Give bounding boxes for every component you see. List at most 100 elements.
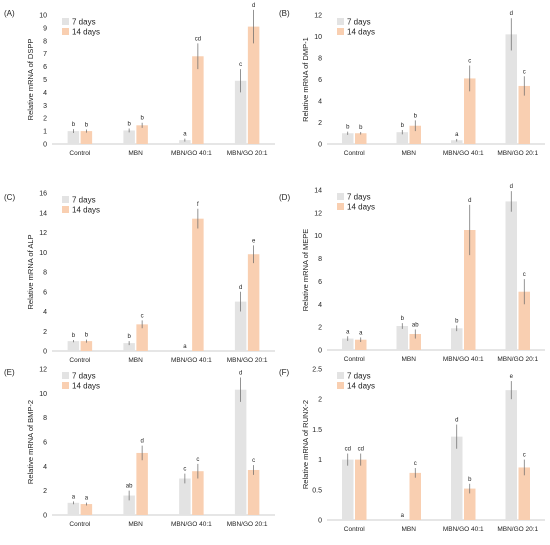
x-tick-label: MBN/GO 20:1: [227, 521, 268, 528]
bar-7d: [505, 201, 517, 350]
y-tick-label: 0: [43, 142, 47, 149]
bar-14d: [247, 26, 260, 144]
significance-letter: d: [252, 3, 255, 9]
significance-letter: d: [239, 285, 242, 291]
y-tick-label: 4: [318, 302, 322, 309]
significance-letter: b: [455, 318, 459, 324]
y-tick-label: 8: [318, 56, 322, 63]
y-tick-label: 7: [43, 51, 47, 58]
significance-letter: d: [468, 198, 471, 204]
legend-label: 7 days: [72, 372, 96, 381]
chart-panel-b: (B) 0 2 4 6 8 10 12 Relative mRNA of DMP-1 Contro…: [279, 9, 545, 157]
bar-14d: [247, 469, 260, 515]
y-tick-label: 12: [314, 13, 322, 20]
significance-letter: a: [346, 329, 350, 335]
y-axis-label: Relative mRNA of DMP-1: [301, 37, 310, 122]
x-tick-label: MBN/GO 20:1: [497, 356, 538, 363]
y-tick-label: 1: [43, 129, 47, 136]
bar-7d: [342, 459, 354, 520]
significance-letter: b: [401, 123, 405, 129]
significance-letter: c: [239, 62, 242, 68]
significance-letter: a: [72, 494, 76, 500]
x-tick-label: Control: [69, 521, 91, 528]
x-tick-label: MBN: [402, 150, 417, 157]
legend-swatch: [62, 206, 69, 213]
legend-label: 7 days: [72, 18, 96, 27]
legend-swatch: [337, 18, 344, 25]
bar-14d: [136, 452, 148, 515]
y-tick-label: 3: [43, 103, 47, 110]
y-axis-label: Relative mRNA of DSPP: [26, 39, 35, 121]
x-tick-label: MBN/GO 40:1: [443, 356, 484, 363]
y-tick-label: 4: [43, 90, 47, 97]
significance-letter: cd: [195, 36, 201, 42]
legend-swatch: [337, 372, 344, 379]
y-tick-label: 6: [318, 279, 322, 286]
legend-label: 7 days: [347, 193, 371, 202]
y-tick-label: 12: [39, 367, 47, 374]
bar-7d: [179, 478, 191, 515]
significance-letter: a: [455, 132, 459, 138]
legend-swatch: [337, 203, 344, 210]
bar-7d: [396, 326, 408, 350]
bar-14d: [464, 488, 476, 520]
bar-14d: [409, 125, 421, 144]
x-tick-label: MBN/GO 40:1: [171, 357, 212, 364]
significance-letter: a: [85, 496, 89, 502]
y-tick-label: 14: [314, 188, 322, 195]
bar-7d: [123, 495, 135, 515]
x-tick-label: Control: [69, 357, 91, 364]
chart-panel-a: (A) 0 1 2 3 4 5 6 7 8 9 10 Relative mRNA of DSPP Cont…: [4, 3, 275, 157]
chart-panel-d: (D) 0 2 4 6 8 10 12 14 Relative mRNA of MEPE Contr…: [279, 184, 545, 363]
legend-swatch: [337, 28, 344, 35]
x-tick-label: MBN: [128, 521, 143, 528]
significance-letter: c: [468, 59, 471, 65]
significance-letter: a: [183, 344, 187, 350]
legend-swatch: [62, 18, 69, 25]
legend-swatch: [62, 28, 69, 35]
legend-label: 14 days: [72, 28, 100, 37]
significance-letter: d: [140, 439, 143, 445]
bar-14d: [409, 334, 421, 350]
panel-label: (A): [4, 9, 15, 18]
significance-letter: cd: [358, 447, 364, 453]
bar-7d: [234, 80, 247, 144]
y-tick-label: 9: [43, 25, 47, 32]
y-tick-label: 0: [43, 349, 47, 356]
significance-letter: b: [140, 116, 144, 122]
significance-letter: c: [523, 69, 526, 75]
significance-letter: e: [510, 374, 514, 380]
y-tick-label: 6: [43, 64, 47, 71]
significance-letter: c: [141, 313, 144, 319]
panel-label: (F): [279, 368, 290, 377]
y-tick-label: 0: [318, 348, 322, 355]
y-tick-label: 10: [314, 233, 322, 240]
bar-14d: [355, 339, 367, 350]
legend-swatch: [337, 382, 344, 389]
y-tick-label: 2.5: [312, 367, 322, 374]
significance-letter: c: [252, 458, 255, 464]
bar-7d: [123, 343, 135, 351]
significance-letter: c: [414, 461, 417, 467]
legend-label: 14 days: [347, 28, 375, 37]
bar-14d: [192, 218, 204, 351]
bar-7d: [451, 140, 463, 144]
bar-7d: [67, 341, 80, 351]
x-tick-label: MBN: [128, 357, 143, 364]
significance-letter: cd: [345, 447, 351, 453]
y-tick-label: 6: [43, 289, 47, 296]
y-axis-label: Relative mRNA of ALP: [26, 234, 35, 309]
bar-7d: [234, 389, 247, 515]
panel-label: (C): [4, 193, 15, 202]
bar-14d: [464, 78, 476, 144]
y-tick-label: 6: [43, 440, 47, 447]
legend-label: 14 days: [72, 382, 100, 391]
y-tick-label: 12: [39, 230, 47, 237]
x-tick-label: Control: [344, 356, 366, 363]
legend-label: 14 days: [347, 203, 375, 212]
bar-14d: [518, 467, 530, 520]
legend-label: 7 days: [347, 372, 371, 381]
x-tick-label: MBN/GO 40:1: [443, 150, 484, 157]
bar-14d: [80, 504, 93, 515]
bar-14d: [192, 471, 204, 515]
